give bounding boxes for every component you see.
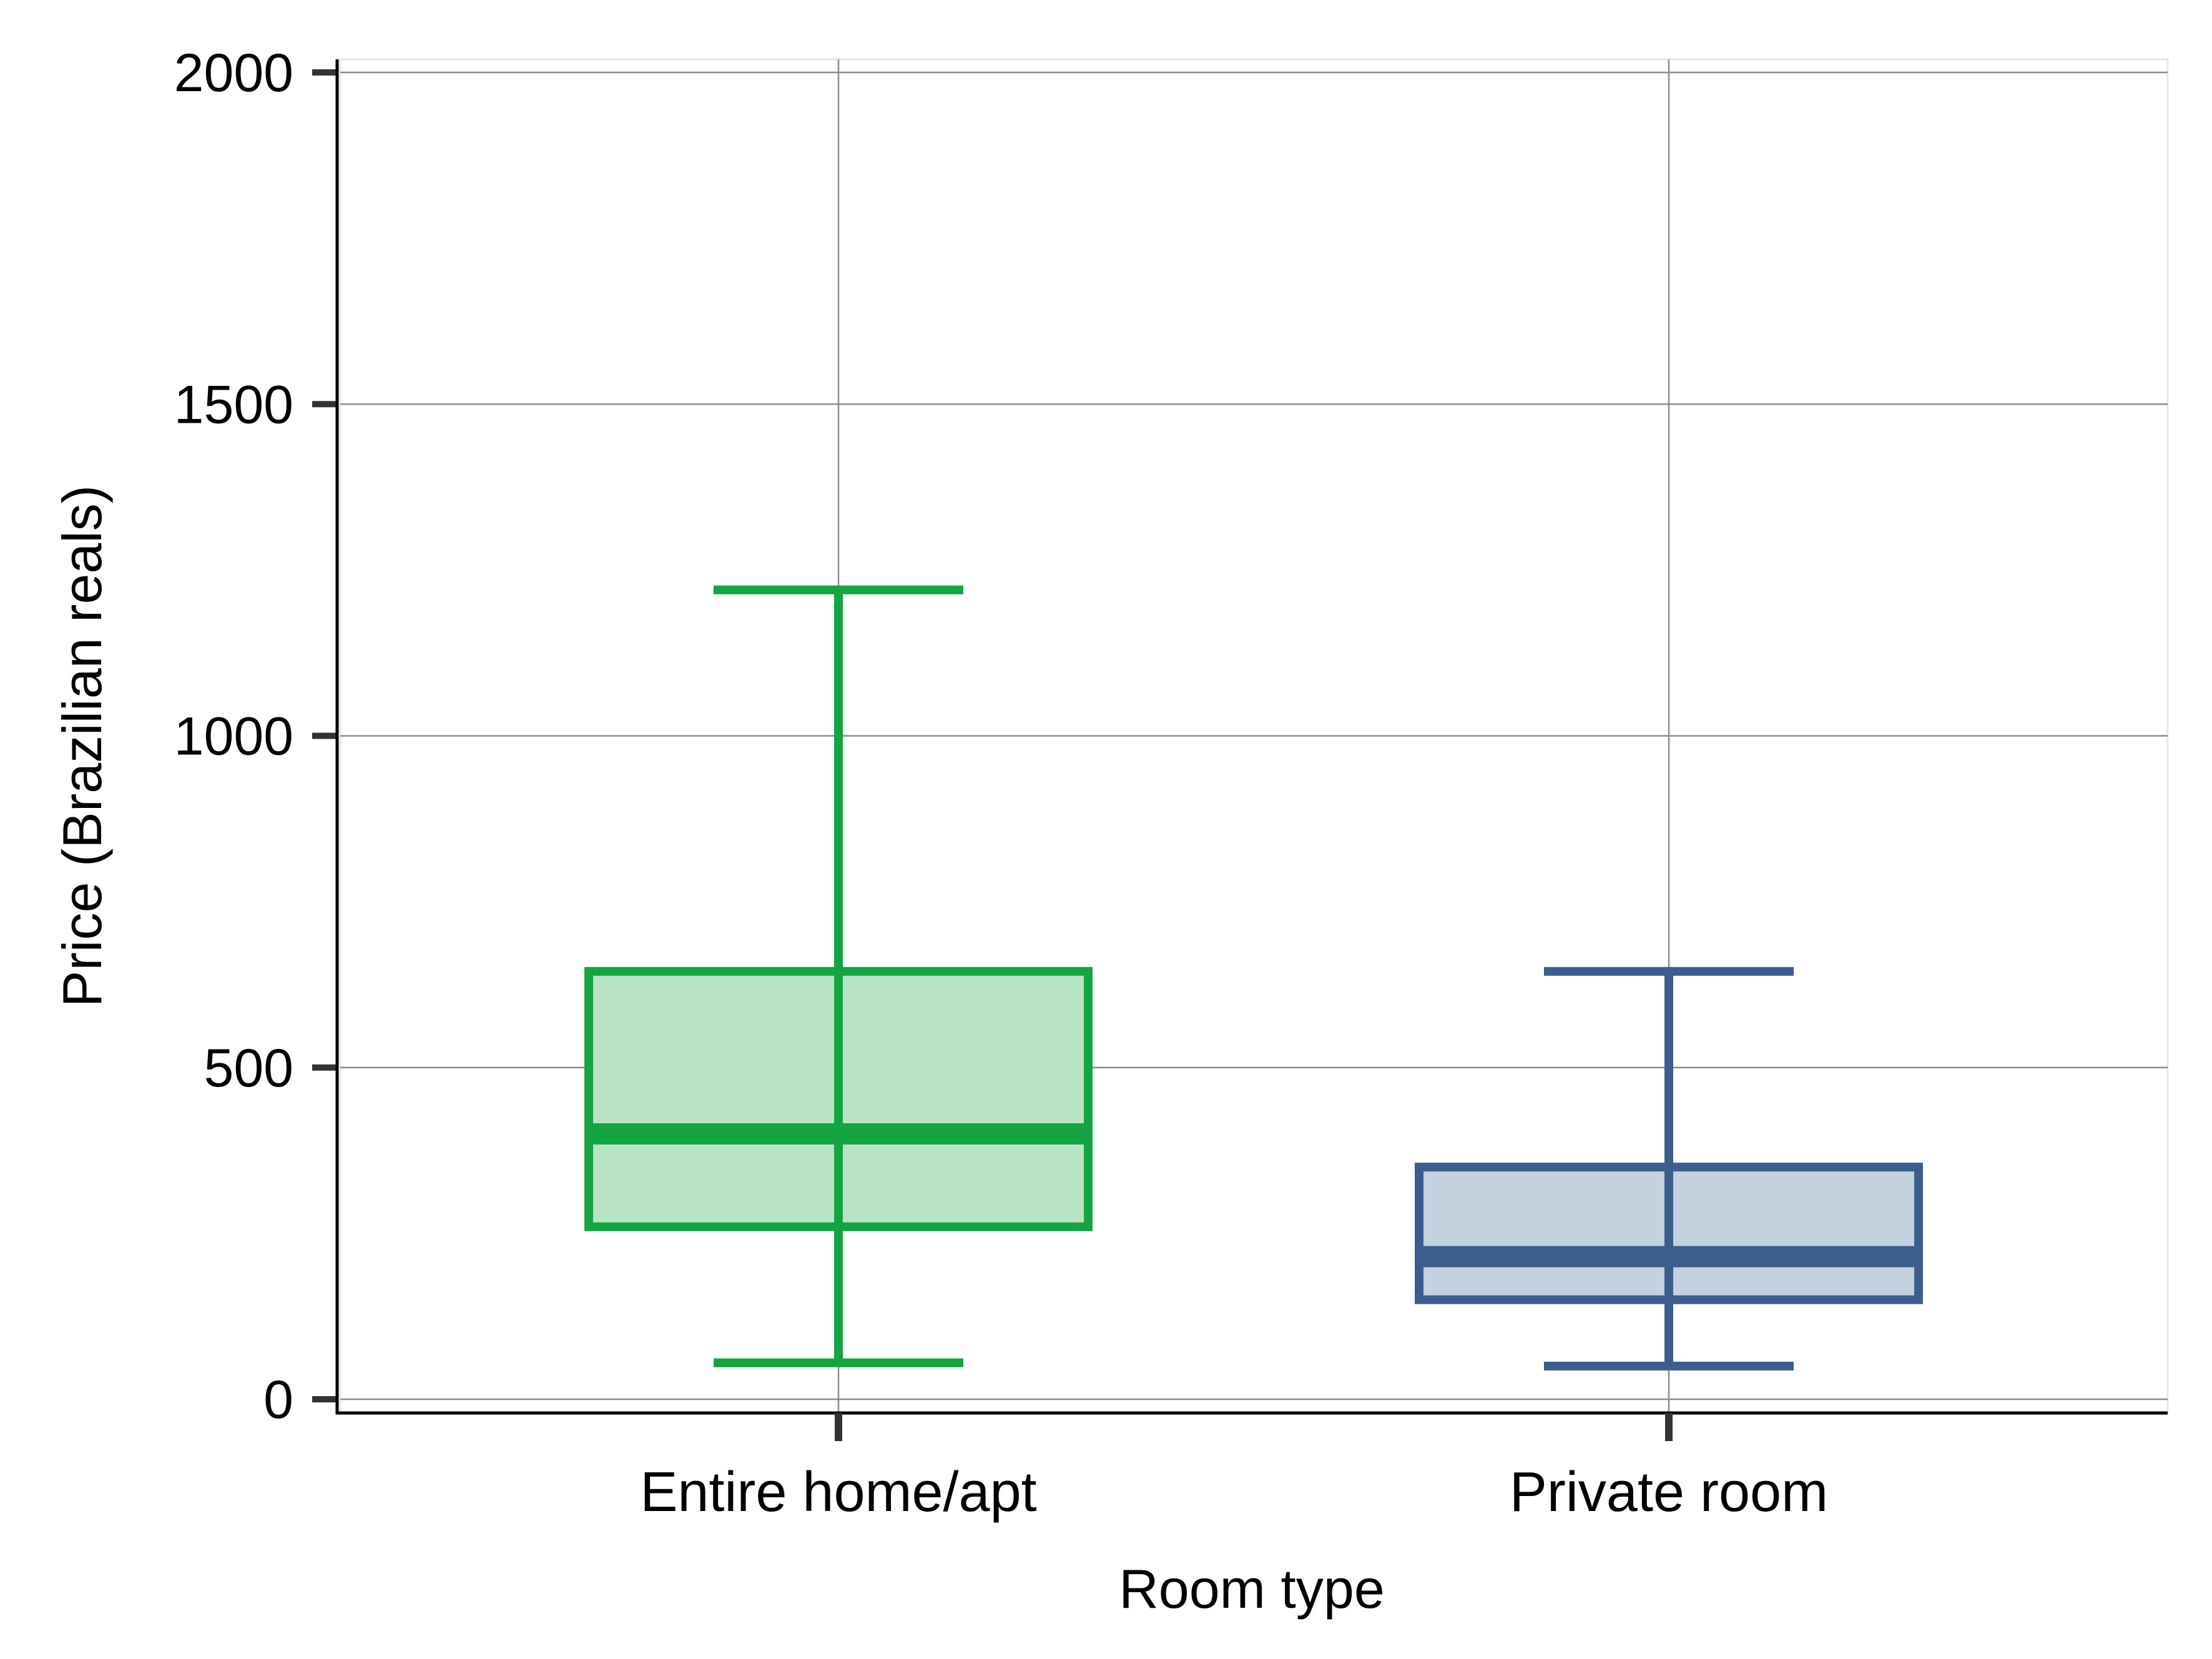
y-axis-title: Price (Brazilian reals) <box>51 485 113 1007</box>
x-tick-label-1: Entire home/apt <box>640 1461 1036 1524</box>
box-1 <box>584 585 1093 1367</box>
boxes <box>584 585 1923 1371</box>
y-tick-label-1000: 1000 <box>174 707 293 767</box>
y-tick-label-0: 0 <box>263 1370 293 1430</box>
x-tick-label-2: Private room <box>1510 1461 1828 1524</box>
y-tick-label-2000: 2000 <box>174 43 293 103</box>
x-axis-title: Room type <box>1119 1558 1385 1620</box>
axes <box>312 59 2168 1441</box>
y-tick-label-1500: 1500 <box>174 375 293 435</box>
box-2 <box>1415 967 1923 1371</box>
y-tick-label-500: 500 <box>204 1038 294 1098</box>
tick-labels: 0 500 1000 1500 2000 Entire home/apt Private r… <box>174 43 1828 1524</box>
